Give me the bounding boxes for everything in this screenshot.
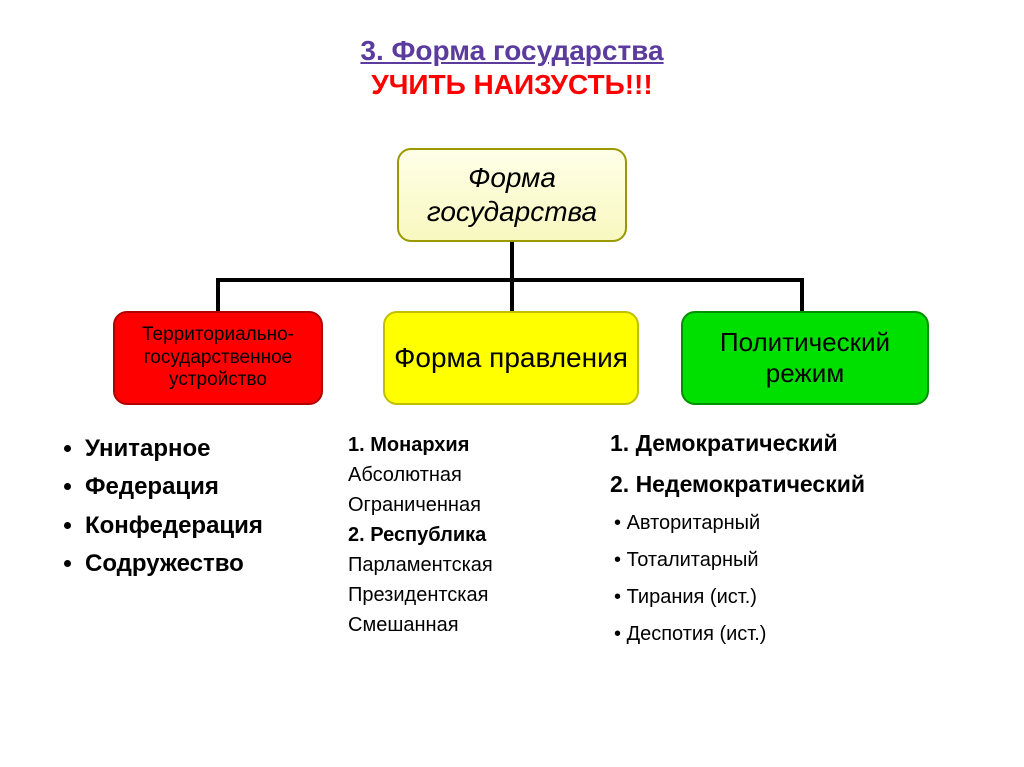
list-item: Федерация — [85, 468, 315, 506]
tree-child-territorial-label: Территориально-государственное устройств… — [115, 324, 321, 392]
list-item: 1. Монархия — [348, 430, 588, 460]
list-item: Тоталитарный — [610, 549, 1000, 572]
list-item: Унитарное — [85, 430, 315, 468]
title-block: 3. Форма государства УЧИТЬ НАИЗУСТЬ!!! — [0, 0, 1024, 101]
tree-root-node: Форма государства — [397, 148, 627, 242]
tree-child-regime-label: Политический режим — [683, 327, 927, 389]
list-item: 2. Республика — [348, 520, 588, 550]
tree-child-governance: Форма правления — [383, 311, 639, 405]
list-item: Ограниченная — [348, 490, 588, 520]
list-item: 1. Демократический — [610, 430, 1000, 457]
list-item: Парламентская — [348, 550, 588, 580]
connector-vertical-child-3 — [800, 278, 804, 311]
list-item: Конфедерация — [85, 507, 315, 545]
list-item: Деспотия (ист.) — [610, 623, 1000, 646]
connector-vertical-child-2 — [510, 278, 514, 311]
tree-child-governance-label: Форма правления — [394, 341, 628, 375]
connector-vertical-root — [510, 242, 514, 280]
tree-root-label: Форма государства — [399, 161, 625, 228]
title-line2: УЧИТЬ НАИЗУСТЬ!!! — [0, 69, 1024, 101]
column-regime-list: 1. Демократический 2. Недемократический … — [610, 430, 1000, 660]
list-item: Смешанная — [348, 610, 588, 640]
list-item: Президентская — [348, 580, 588, 610]
tree-child-regime: Политический режим — [681, 311, 929, 405]
connector-vertical-child-1 — [216, 278, 220, 311]
list-item: Содружество — [85, 545, 315, 583]
list-item: Авторитарный — [610, 512, 1000, 535]
list-item: 2. Недемократический — [610, 471, 1000, 498]
title-line1: 3. Форма государства — [0, 35, 1024, 67]
column-governance-list: 1. Монархия Абсолютная Ограниченная 2. Р… — [348, 430, 588, 640]
column-territorial-list: Унитарное Федерация Конфедерация Содруже… — [55, 430, 315, 584]
tree-child-territorial: Территориально-государственное устройств… — [113, 311, 323, 405]
list-item: Абсолютная — [348, 460, 588, 490]
list-item: Тирания (ист.) — [610, 586, 1000, 609]
